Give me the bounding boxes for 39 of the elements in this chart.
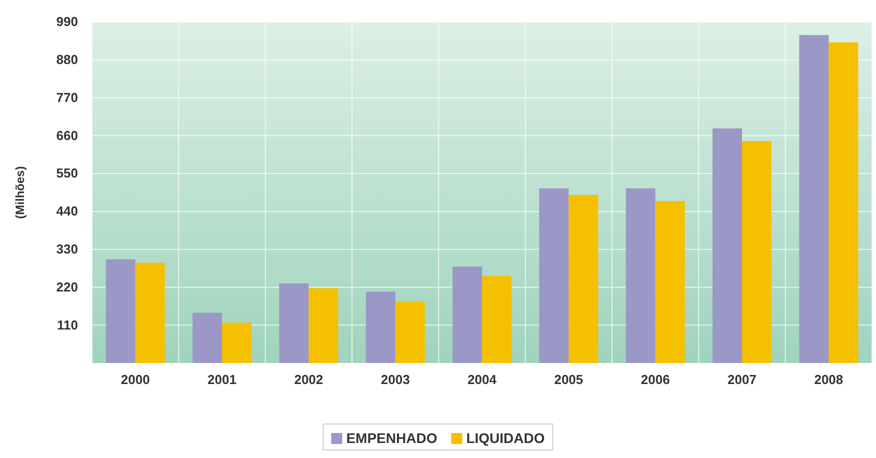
x-tick-label: 2007 [728,372,756,388]
x-tick-label: 2006 [640,372,670,388]
bar [106,259,136,363]
x-tick-label: 2004 [468,372,498,388]
bar [395,302,425,363]
legend-label: EMPENHADO [346,430,438,446]
x-tick-label: 2008 [814,372,844,388]
y-tick-label: 880 [56,52,78,68]
bar [742,141,772,363]
y-tick-label: 990 [56,14,78,30]
bar [568,194,598,363]
legend-label: LIQUIDADO [466,430,545,446]
y-tick-label: 110 [57,317,78,332]
x-tick-label: 2001 [208,372,236,388]
bar [626,188,656,363]
bar [655,201,685,363]
y-tick-label: 550 [56,166,78,181]
y-tick-label: 770 [56,90,78,105]
bar [799,35,829,363]
bar [452,266,482,363]
y-tick-label: 440 [56,204,78,219]
bar [192,312,222,363]
x-tick-label: 2002 [294,372,324,388]
y-tick-label: 220 [56,279,78,294]
x-tick-label: 2000 [120,372,150,388]
bar [828,42,858,363]
bar [712,128,742,363]
bar [135,262,165,363]
bar [482,276,512,363]
x-tick-label: 2003 [380,372,410,388]
bar [279,283,309,363]
y-tick-label: 330 [56,241,78,256]
x-tick-label: 2005 [554,372,584,388]
y-tick-label: 660 [56,128,78,143]
bar [539,188,569,363]
bar [308,288,338,363]
bar [222,322,252,363]
bar [366,292,396,363]
y-axis-title: (Milhões) [13,166,27,219]
